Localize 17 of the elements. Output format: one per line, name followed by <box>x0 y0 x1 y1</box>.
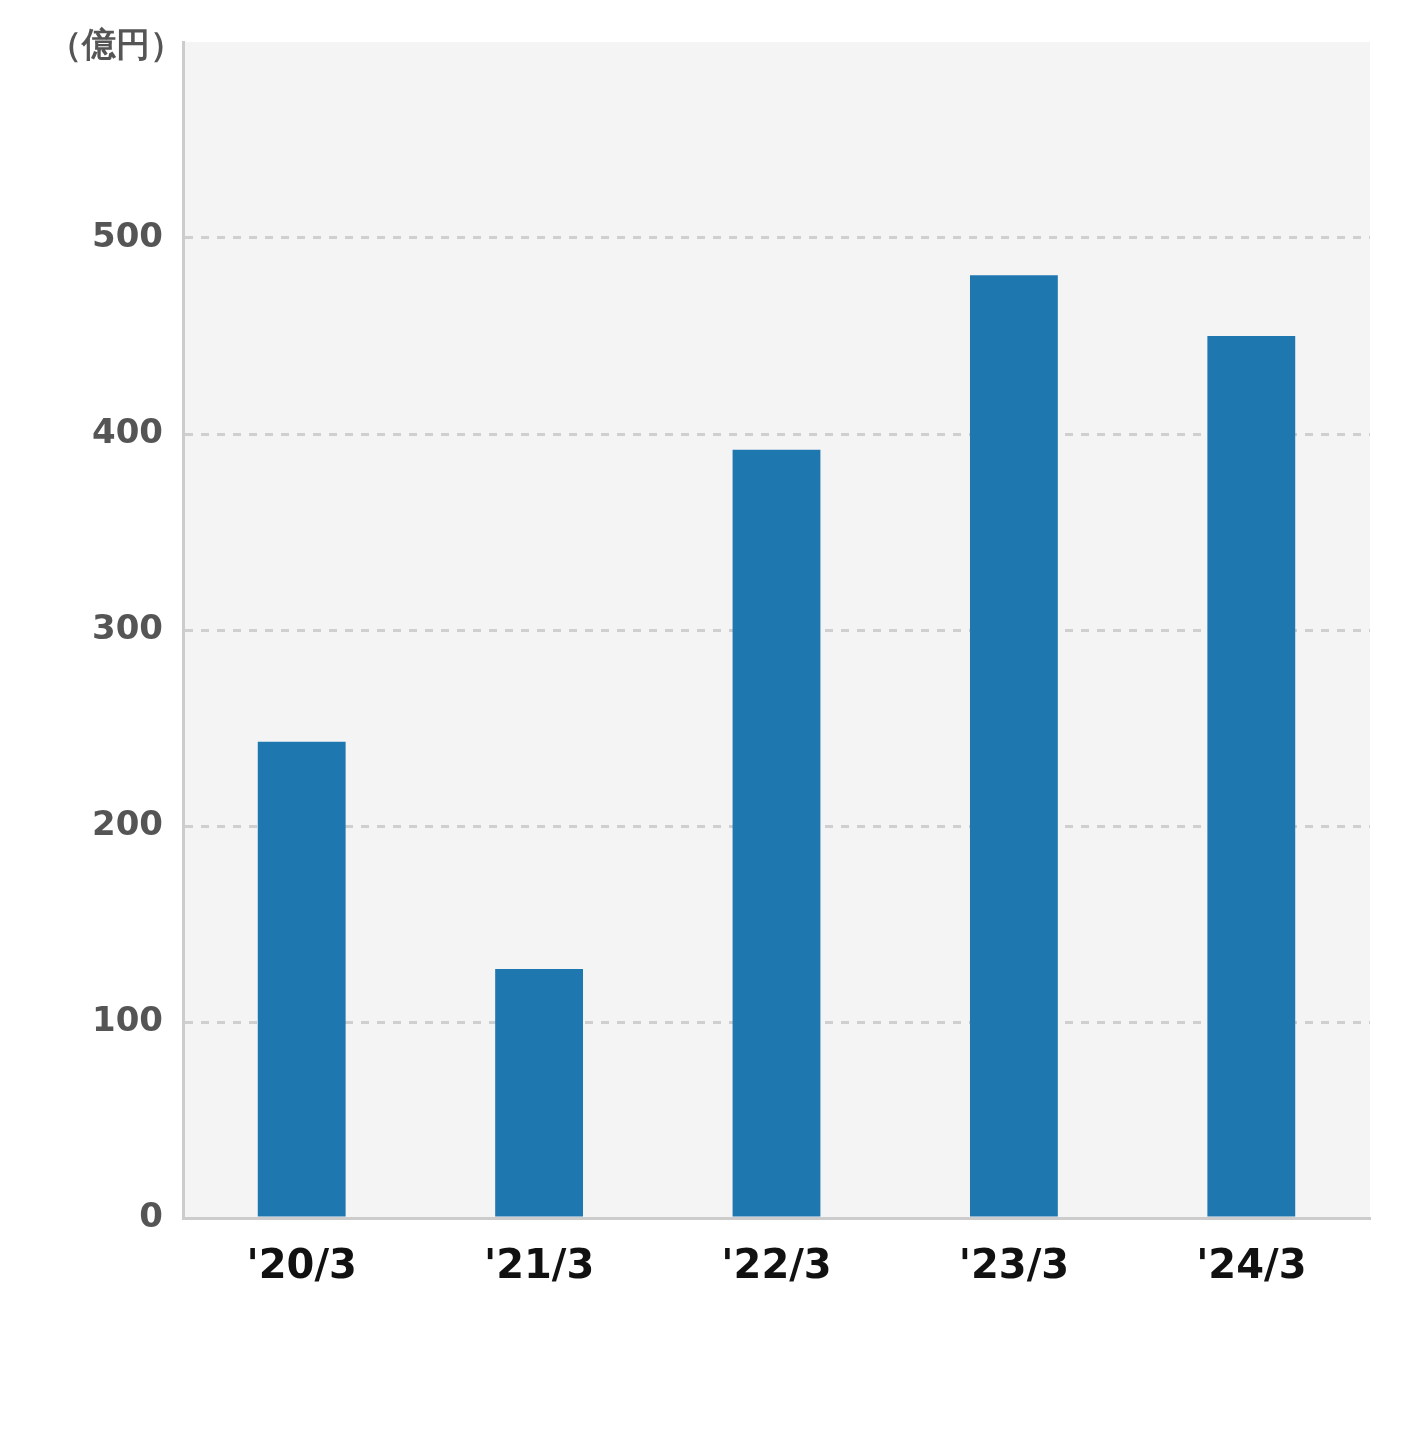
y-axis-title: （億円） <box>48 23 184 66</box>
bar <box>732 449 821 1217</box>
y-tick-label: 500 <box>92 214 163 255</box>
x-tick-label: '24/3 <box>1196 1241 1307 1288</box>
y-tick-label: 0 <box>139 1194 163 1235</box>
bar <box>257 741 346 1217</box>
y-tick-label: 100 <box>92 998 163 1039</box>
y-tick-label: 200 <box>92 802 163 843</box>
bar <box>969 275 1058 1217</box>
bar <box>1207 336 1296 1217</box>
y-tick-label: 300 <box>92 606 163 647</box>
x-tick-label: '23/3 <box>958 1241 1070 1288</box>
x-tick-label: '21/3 <box>483 1241 595 1288</box>
x-tick-label: '22/3 <box>721 1241 832 1288</box>
bar <box>495 969 584 1217</box>
y-tick-label: 400 <box>92 410 163 451</box>
x-tick-label: '20/3 <box>246 1241 357 1288</box>
